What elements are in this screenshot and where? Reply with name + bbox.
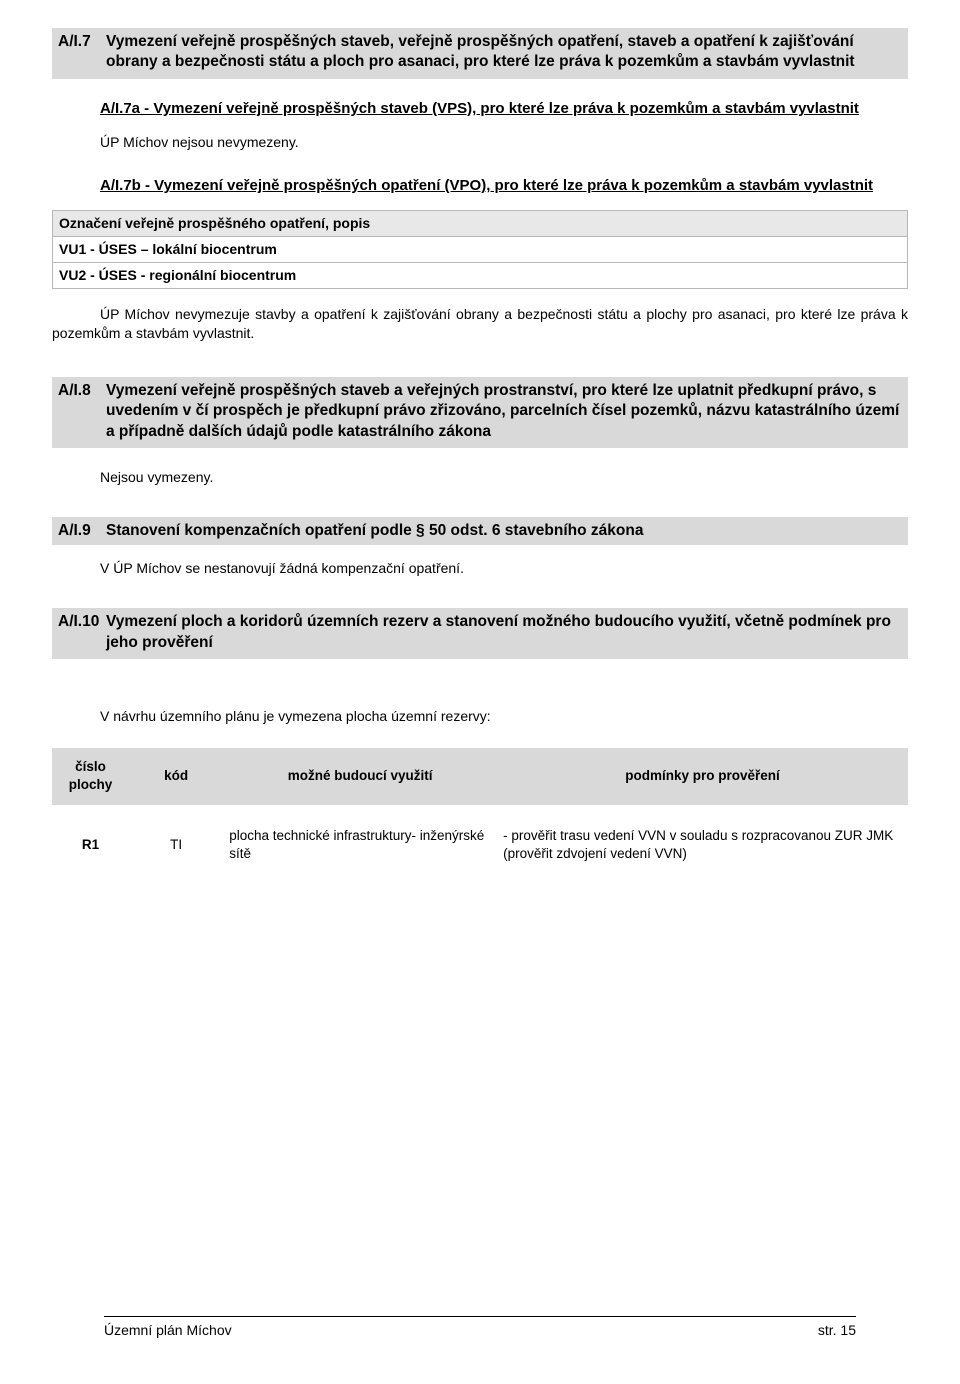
section-9-title: Stanovení kompenzačních opatření podle §… [106, 521, 902, 541]
section-8-title: Vymezení veřejně prospěšných staveb a ve… [106, 381, 902, 442]
section-8-body: Nejsou vymezeny. [100, 468, 908, 487]
subsection-7a-heading: A/I.7a - Vymezení veřejně prospěšných st… [100, 99, 908, 119]
section-9-body: V ÚP Míchov se nestanovují žádná kompenz… [100, 559, 908, 578]
table-row: R1 TI plocha technické infrastruktury- i… [52, 805, 908, 885]
reserve-th-cislo: číslo plochy [52, 748, 129, 804]
vpo-table: Označení veřejně prospěšného opatření, p… [52, 210, 908, 289]
section-10-num: A/I.10 [58, 612, 106, 653]
reserve-td-cislo: R1 [52, 805, 129, 885]
vpo-table-header: Označení veřejně prospěšného opatření, p… [53, 211, 908, 237]
reserve-th-kod: kód [129, 748, 223, 804]
reserve-th-vyuziti: možné budoucí využití [223, 748, 497, 804]
reserve-table: číslo plochy kód možné budoucí využití p… [52, 748, 908, 885]
vpo-row-2: VU2 - ÚSES - regionální biocentrum [59, 267, 296, 283]
section-7-header: A/I.7 Vymezení veřejně prospěšných stave… [52, 28, 908, 79]
section-10-intro: V návrhu územního plánu je vymezena ploc… [100, 707, 908, 726]
subsection-7a-body: ÚP Míchov nejsou nevymezeny. [100, 133, 908, 152]
section-7-num: A/I.7 [58, 32, 106, 73]
reserve-td-vyuziti: plocha technické infrastruktury- inženýr… [223, 805, 497, 885]
section-9-header: A/I.9 Stanovení kompenzačních opatření p… [52, 517, 908, 545]
reserve-td-kod: TI [129, 805, 223, 885]
section-10-header: A/I.10 Vymezení ploch a koridorů územníc… [52, 608, 908, 659]
subsection-7b-para: ÚP Míchov nevymezuje stavby a opatření k… [52, 305, 908, 343]
footer-left: Územní plán Míchov [104, 1321, 232, 1340]
section-10-title: Vymezení ploch a koridorů územních rezer… [106, 612, 902, 653]
reserve-td-podminky: - prověřit trasu vedení VVN v souladu s … [497, 805, 908, 885]
footer-right: str. 15 [818, 1321, 856, 1340]
section-7-title: Vymezení veřejně prospěšných staveb, veř… [106, 32, 902, 73]
subsection-7b-heading: A/I.7b - Vymezení veřejně prospěšných op… [100, 176, 908, 196]
section-8-num: A/I.8 [58, 381, 106, 442]
reserve-th-podminky: podmínky pro prověření [497, 748, 908, 804]
table-row: VU2 - ÚSES - regionální biocentrum [53, 263, 908, 289]
vpo-row-1: VU1 - ÚSES – lokální biocentrum [59, 241, 277, 257]
page-footer: Územní plán Míchov str. 15 [104, 1316, 856, 1340]
section-8-header: A/I.8 Vymezení veřejně prospěšných stave… [52, 377, 908, 448]
section-9-num: A/I.9 [58, 521, 106, 541]
table-row: VU1 - ÚSES – lokální biocentrum [53, 237, 908, 263]
